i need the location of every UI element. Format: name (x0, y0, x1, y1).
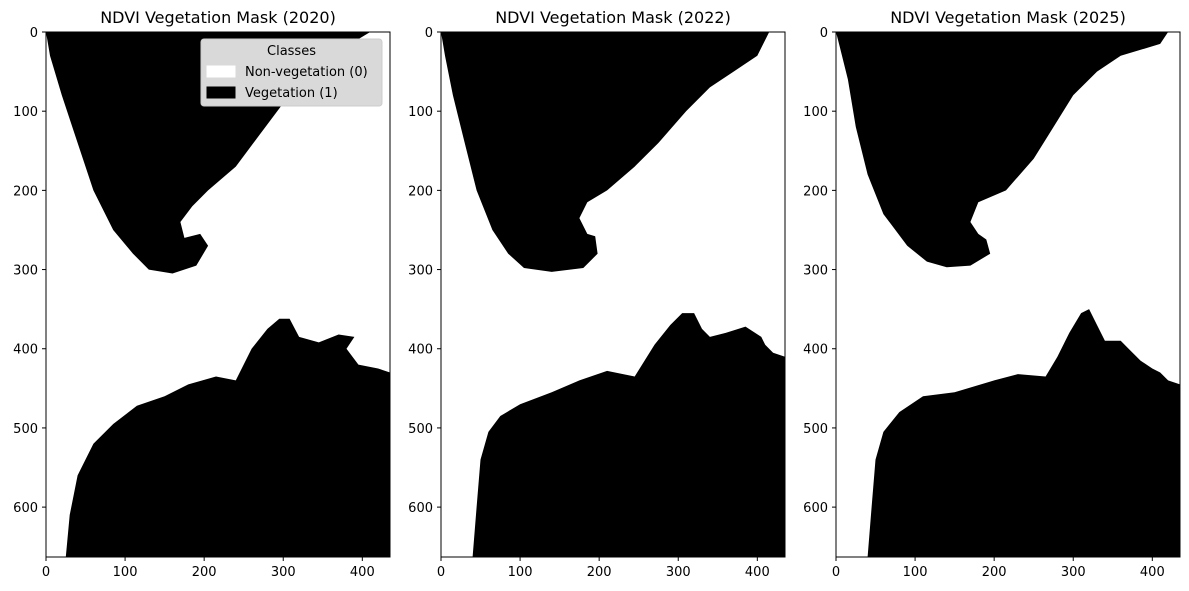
x-tick-label: 0 (437, 565, 445, 580)
x-tick-label: 100 (903, 565, 928, 580)
y-tick-label: 400 (408, 343, 433, 358)
y-tick-label: 200 (13, 184, 38, 199)
x-tick-label: 200 (982, 565, 1007, 580)
panel-1: NDVI Vegetation Mask (2022) 0 100 200 300 400… (408, 8, 786, 580)
x-tick-label: 200 (192, 565, 217, 580)
axes-frame (440, 31, 786, 558)
vegetation-region (441, 32, 770, 272)
x-tick-label: 0 (832, 565, 840, 580)
y-tick-label: 300 (408, 264, 433, 279)
y-tick-label: 100 (13, 105, 38, 120)
x-tick-label: 100 (508, 565, 533, 580)
x-tick-label: 300 (1061, 565, 1086, 580)
x-tick-label: 400 (745, 565, 770, 580)
x-tick-label: 300 (666, 565, 691, 580)
legend: Classes Non-vegetation (0) Vegetation (1) (200, 38, 383, 107)
vegetation-region (472, 313, 785, 557)
vegetation-region (867, 309, 1180, 557)
x-tick-label: 0 (42, 565, 50, 580)
legend-swatch (206, 65, 236, 78)
y-tick-label: 100 (803, 105, 828, 120)
panel-0: NDVI Vegetation Mask (2020) 0 100 200 300 400… (13, 8, 391, 580)
y-tick-label: 200 (803, 184, 828, 199)
y-tick-label: 200 (408, 184, 433, 199)
y-tick-label: 600 (803, 501, 828, 516)
chart-title: NDVI Vegetation Mask (2022) (495, 8, 731, 27)
x-tick-label: 200 (587, 565, 612, 580)
x-tick-label: 400 (1140, 565, 1165, 580)
y-tick-label: 600 (13, 501, 38, 516)
y-tick-label: 0 (30, 26, 38, 41)
x-tick-label: 300 (271, 565, 296, 580)
panel-2: NDVI Vegetation Mask (2025) 0 100 200 300 400… (803, 8, 1181, 580)
y-tick-label: 300 (803, 264, 828, 279)
vegetation-region (65, 318, 390, 557)
vegetation-region (836, 32, 1169, 268)
axes-frame (835, 31, 1181, 558)
y-tick-label: 300 (13, 264, 38, 279)
y-tick-label: 500 (408, 422, 433, 437)
axes-frame (45, 31, 391, 558)
legend-entry: Non-vegetation (0) (245, 65, 368, 80)
legend-entry: Vegetation (1) (245, 86, 338, 101)
y-tick-label: 400 (13, 343, 38, 358)
y-tick-label: 0 (425, 26, 433, 41)
x-tick-label: 100 (113, 565, 138, 580)
y-tick-label: 600 (408, 501, 433, 516)
legend-box (200, 38, 383, 107)
x-tick-label: 400 (350, 565, 375, 580)
legend-title: Classes (267, 44, 316, 59)
y-tick-label: 0 (820, 26, 828, 41)
chart-title: NDVI Vegetation Mask (2025) (890, 8, 1126, 27)
chart-title: NDVI Vegetation Mask (2020) (100, 8, 336, 27)
legend-swatch (206, 86, 236, 99)
y-tick-label: 400 (803, 343, 828, 358)
y-tick-label: 100 (408, 105, 433, 120)
y-tick-label: 500 (803, 422, 828, 437)
panels: NDVI Vegetation Mask (2020) 0 100 200 300 400… (13, 8, 1181, 580)
y-tick-label: 500 (13, 422, 38, 437)
